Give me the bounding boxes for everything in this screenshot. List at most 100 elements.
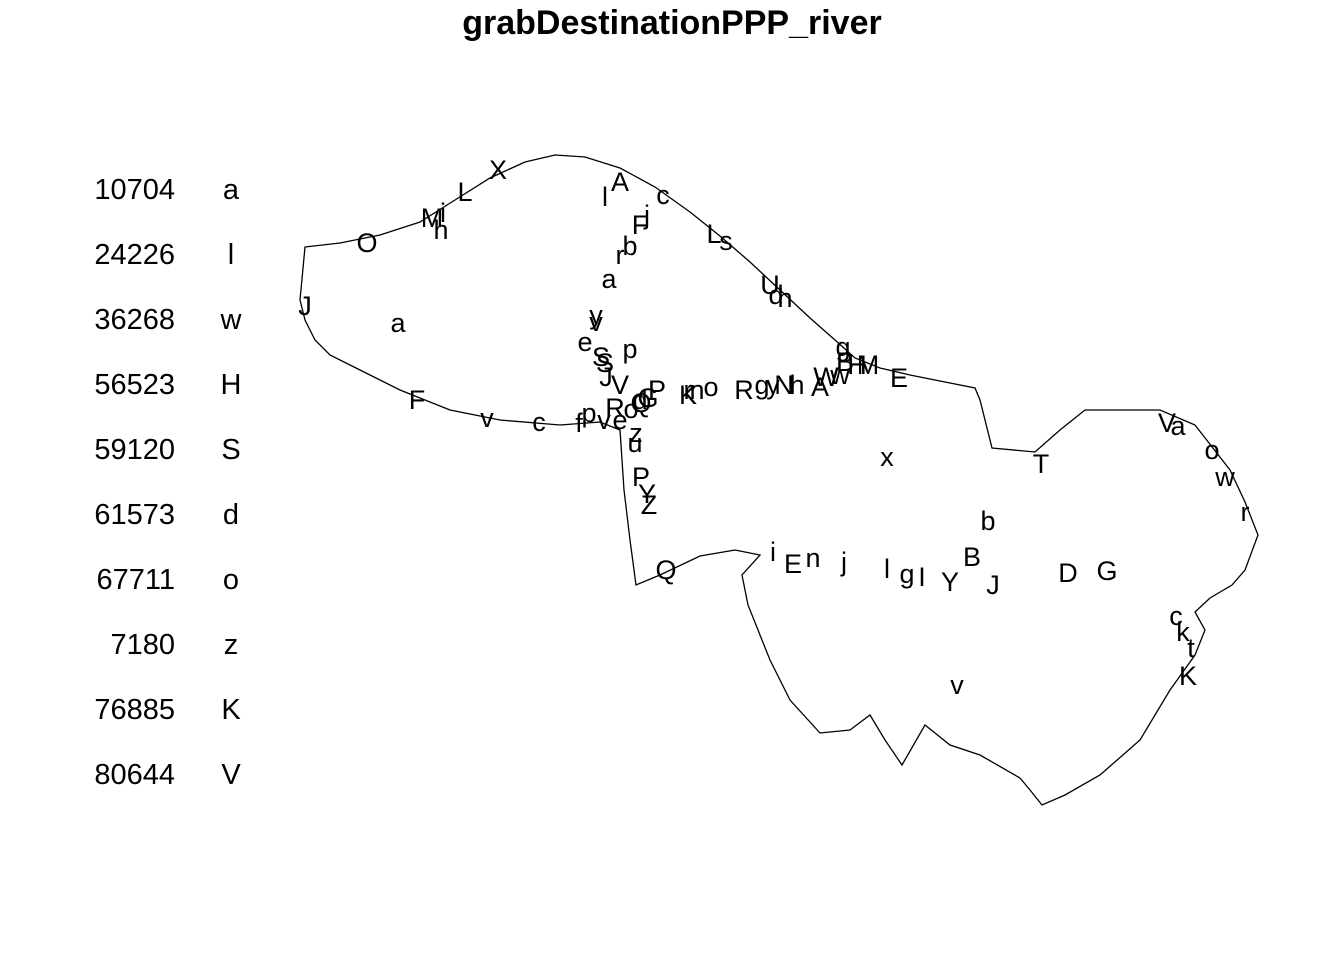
point-label: G — [1096, 556, 1117, 586]
point-label: i — [440, 198, 446, 228]
point-label: M — [421, 203, 444, 233]
legend-symbol: H — [221, 369, 242, 401]
point-label: h — [789, 370, 804, 400]
point-label: w — [1214, 462, 1235, 492]
chart-title: grabDestinationPPP_river — [462, 4, 881, 42]
point-label: X — [489, 155, 507, 185]
point-label: T — [1033, 449, 1050, 479]
point-label: K — [1179, 661, 1197, 691]
legend-symbol: V — [221, 759, 241, 791]
legend-value: 56523 — [94, 369, 175, 401]
legend-value: 61573 — [94, 499, 175, 531]
point-label: J — [298, 291, 312, 321]
point-label: E — [890, 363, 908, 393]
point-label: a — [1170, 411, 1186, 441]
point-label: F — [409, 385, 426, 415]
point-label: y — [766, 370, 780, 400]
point-label: g — [835, 332, 850, 362]
window-boundary — [299, 154, 1259, 806]
legend-symbol: z — [224, 629, 239, 661]
point-label: h — [777, 283, 792, 313]
legend-value: 24226 — [94, 239, 175, 271]
legend-value: 67711 — [97, 564, 176, 596]
point-label: g — [899, 559, 914, 589]
point-label: a — [601, 264, 617, 294]
point-label: Q — [655, 555, 676, 585]
legend-value: 7180 — [110, 629, 175, 661]
legend-symbol: w — [220, 304, 243, 336]
point-label: i — [770, 537, 776, 567]
point-label: L — [706, 219, 721, 249]
point-label: P — [648, 375, 666, 405]
point-label: D — [1058, 558, 1078, 588]
point-label: n — [689, 375, 704, 405]
legend-symbol: K — [221, 694, 241, 726]
point-label: L — [457, 177, 472, 207]
legend-value: 10704 — [94, 174, 175, 206]
point-label: x — [880, 442, 894, 472]
point-label: o — [1204, 435, 1219, 465]
point-label: S — [592, 342, 610, 372]
point-label: A — [811, 372, 829, 402]
point-label: h — [433, 215, 448, 245]
point-label: j — [840, 547, 847, 577]
point-label: v — [589, 307, 603, 337]
point-label: H — [847, 350, 867, 380]
point-label: v — [480, 403, 494, 433]
point-label: j — [643, 200, 650, 230]
point-label: W — [813, 362, 839, 392]
point-label: k — [1176, 617, 1190, 647]
point-label: U — [760, 270, 780, 300]
point-label: e — [577, 327, 592, 357]
point-label: J — [986, 570, 1000, 600]
point-label: Y — [638, 479, 656, 509]
point-label: l — [884, 554, 890, 584]
legend: 10704 a 24226 l 36268 w 56523 H 59120 S 61573 d 6771… — [94, 174, 242, 791]
point-label: z — [629, 418, 643, 448]
point-label: P — [632, 462, 650, 492]
point-label: o — [703, 372, 718, 402]
point-label: F — [632, 210, 649, 240]
point-label: R — [605, 393, 625, 423]
legend-value: 76885 — [94, 694, 175, 726]
point-label: r — [1241, 497, 1250, 527]
point-label: t — [1187, 633, 1195, 663]
point-label: n — [805, 543, 820, 573]
point-label: I — [918, 562, 926, 592]
point-label: M — [857, 350, 880, 380]
legend-symbol: d — [223, 499, 239, 531]
point-label: s — [719, 226, 733, 256]
legend-symbol: a — [223, 174, 240, 206]
point-label: f — [575, 408, 583, 438]
point-label: K — [679, 380, 697, 410]
point-label: v — [597, 405, 611, 435]
point-label: c — [1169, 601, 1183, 631]
point-label: c — [656, 180, 670, 210]
point-label: V — [611, 370, 629, 400]
point-label: v — [950, 670, 964, 700]
point-label: l — [602, 182, 608, 212]
legend-symbol: l — [228, 239, 234, 271]
point-label: p — [622, 334, 637, 364]
point-label: r — [684, 375, 693, 405]
point-label: V — [1158, 408, 1176, 438]
point-label: B — [836, 347, 854, 377]
point-label: N — [774, 370, 794, 400]
point-label: p — [581, 398, 596, 428]
point-label: J — [599, 362, 613, 392]
legend-symbol: S — [221, 434, 240, 466]
point-label: A — [611, 167, 629, 197]
point-label: d — [768, 280, 783, 310]
point-label: E — [784, 549, 802, 579]
point-label: e — [612, 405, 627, 435]
point-label: R — [734, 375, 754, 405]
point-label: B — [963, 542, 981, 572]
point-label: a — [390, 308, 406, 338]
point-label: G — [637, 383, 658, 413]
point-label: c — [532, 407, 546, 437]
legend-value: 36268 — [94, 304, 175, 336]
point-label: g — [754, 370, 769, 400]
point-label: Z — [641, 490, 658, 520]
